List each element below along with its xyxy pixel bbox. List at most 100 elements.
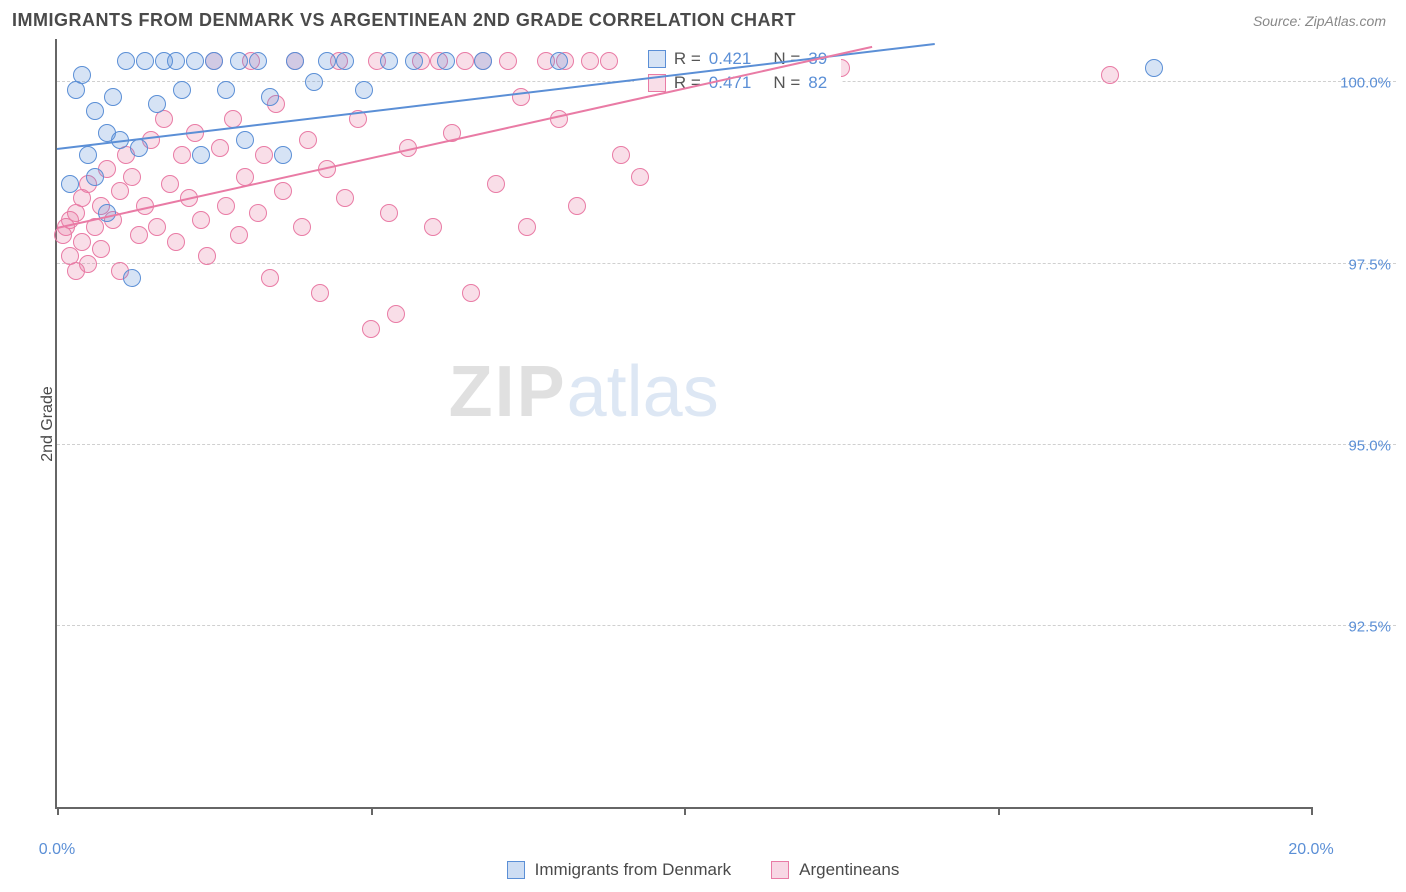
legend-swatch (507, 861, 525, 879)
gridline-h (57, 263, 1396, 264)
data-point (173, 81, 191, 99)
data-point (336, 189, 354, 207)
data-point (148, 218, 166, 236)
data-point (380, 52, 398, 70)
data-point (1145, 59, 1163, 77)
data-point (286, 52, 304, 70)
data-point (1101, 66, 1119, 84)
data-point (167, 52, 185, 70)
x-tick (998, 807, 1000, 815)
gridline-h (57, 625, 1396, 626)
data-point (198, 247, 216, 265)
data-point (424, 218, 442, 236)
data-point (600, 52, 618, 70)
data-point (550, 52, 568, 70)
trend-line (57, 46, 873, 229)
data-point (130, 139, 148, 157)
data-point (462, 284, 480, 302)
chart-title: IMMIGRANTS FROM DENMARK VS ARGENTINEAN 2… (12, 10, 796, 31)
data-point (274, 182, 292, 200)
data-point (568, 197, 586, 215)
data-point (211, 139, 229, 157)
x-tick (1311, 807, 1313, 815)
data-point (456, 52, 474, 70)
data-point (355, 81, 373, 99)
data-point (186, 52, 204, 70)
data-point (117, 52, 135, 70)
data-point (148, 95, 166, 113)
data-point (362, 320, 380, 338)
data-point (405, 52, 423, 70)
data-point (192, 211, 210, 229)
data-point (249, 52, 267, 70)
data-point (92, 240, 110, 258)
data-point (79, 255, 97, 273)
data-point (167, 233, 185, 251)
legend-item: Immigrants from Denmark (507, 860, 731, 880)
data-point (255, 146, 273, 164)
y-tick-label: 92.5% (1348, 618, 1391, 635)
data-point (136, 52, 154, 70)
data-point (437, 52, 455, 70)
data-point (217, 81, 235, 99)
x-tick (371, 807, 373, 815)
data-point (487, 175, 505, 193)
data-point (111, 182, 129, 200)
stat-r-label: R = (674, 49, 701, 69)
chart-container: 2nd Grade ZIPatlas 92.5%95.0%97.5%100.0%… (55, 39, 1396, 809)
data-point (518, 218, 536, 236)
legend-label: Immigrants from Denmark (535, 860, 731, 880)
x-tick-label: 20.0% (1288, 841, 1333, 859)
data-point (104, 88, 122, 106)
legend-swatch (648, 50, 666, 68)
data-point (86, 102, 104, 120)
data-point (123, 269, 141, 287)
data-point (130, 226, 148, 244)
data-point (274, 146, 292, 164)
data-point (293, 218, 311, 236)
data-point (318, 52, 336, 70)
watermark-atlas: atlas (567, 352, 719, 432)
data-point (581, 52, 599, 70)
stat-n-value: 82 (808, 73, 827, 93)
data-point (499, 52, 517, 70)
data-point (73, 66, 91, 84)
data-point (205, 52, 223, 70)
x-tick (684, 807, 686, 815)
legend-label: Argentineans (799, 860, 899, 880)
data-point (192, 146, 210, 164)
stat-n-label: N = (773, 73, 800, 93)
data-point (261, 88, 279, 106)
series-legend: Immigrants from Denmark Argentineans (0, 860, 1406, 880)
data-point (173, 146, 191, 164)
data-point (305, 73, 323, 91)
data-point (612, 146, 630, 164)
watermark-zip: ZIP (449, 352, 567, 432)
legend-swatch (771, 861, 789, 879)
data-point (79, 146, 97, 164)
data-point (336, 52, 354, 70)
data-point (261, 269, 279, 287)
data-point (299, 131, 317, 149)
watermark: ZIPatlas (449, 351, 719, 433)
x-tick-label: 0.0% (39, 841, 75, 859)
data-point (123, 168, 141, 186)
y-tick-label: 95.0% (1348, 437, 1391, 454)
y-tick-label: 100.0% (1340, 75, 1391, 92)
data-point (249, 204, 267, 222)
data-point (230, 52, 248, 70)
data-point (61, 175, 79, 193)
data-point (161, 175, 179, 193)
data-point (631, 168, 649, 186)
legend-item: Argentineans (771, 860, 899, 880)
data-point (474, 52, 492, 70)
data-point (224, 110, 242, 128)
x-tick (57, 807, 59, 815)
data-point (230, 226, 248, 244)
data-point (217, 197, 235, 215)
gridline-h (57, 444, 1396, 445)
plot-area: ZIPatlas 92.5%95.0%97.5%100.0%0.0%20.0%R… (55, 39, 1311, 809)
header: IMMIGRANTS FROM DENMARK VS ARGENTINEAN 2… (0, 0, 1406, 39)
data-point (86, 168, 104, 186)
data-point (236, 131, 254, 149)
